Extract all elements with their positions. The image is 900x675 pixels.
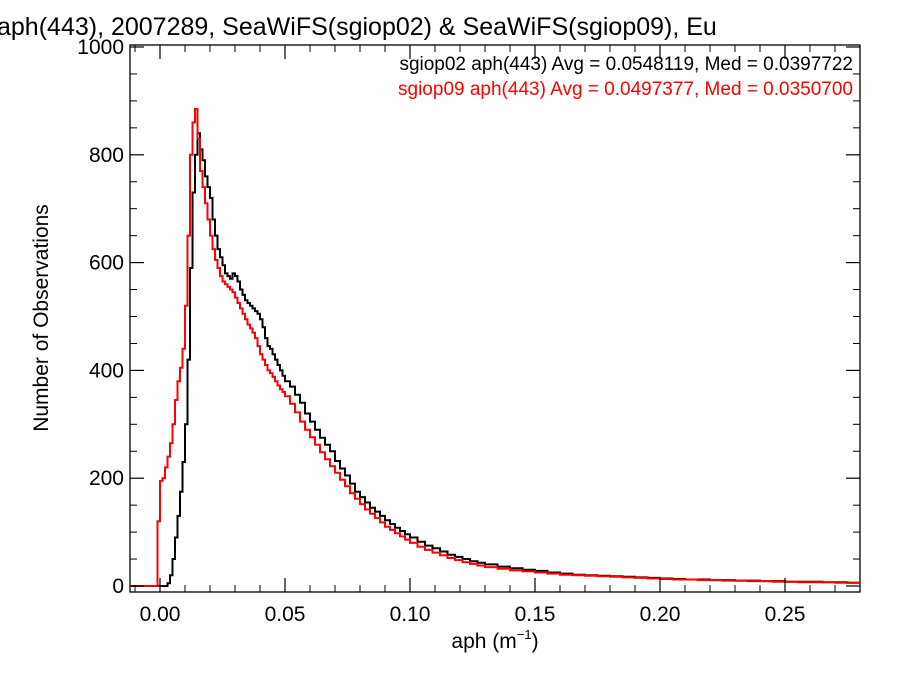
series-line-1 — [130, 132, 860, 587]
y-axis-ticks: 0 200 400 600 800 1000 — [77, 36, 860, 598]
series-line-2 — [130, 108, 860, 587]
x-axis-label-close: ) — [532, 630, 539, 653]
y-tick-label: 800 — [89, 144, 124, 167]
x-tick-label: 0.00 — [140, 603, 181, 626]
y-tick-label: 0 — [112, 575, 124, 598]
x-axis-label-exponent: −1 — [517, 627, 532, 642]
x-tick-label: 0.05 — [265, 603, 306, 626]
x-axis-ticks: 0.00 0.05 0.10 0.15 0.20 0.25 — [134, 45, 836, 626]
y-tick-label: 200 — [89, 467, 124, 490]
x-tick-label: 0.10 — [390, 603, 431, 626]
series-layer — [130, 108, 860, 587]
plot-frame — [129, 44, 861, 593]
y-axis-label: Number of Observations — [30, 204, 53, 432]
legend: sgiop02 aph(443) Avg = 0.0548119, Med = … — [398, 54, 853, 100]
y-tick-label: 400 — [89, 359, 124, 382]
x-tick-label: 0.20 — [640, 603, 681, 626]
legend-entry-1: sgiop02 aph(443) Avg = 0.0548119, Med = … — [399, 54, 853, 75]
x-tick-label: 0.25 — [765, 603, 806, 626]
x-axis-label: aph (m−1) — [451, 627, 538, 653]
y-tick-label: 1000 — [77, 36, 124, 59]
legend-entry-2: sgiop09 aph(443) Avg = 0.0497377, Med = … — [398, 79, 853, 100]
chart-title: aph(443), 2007289, SeaWiFS(sgiop02) & Se… — [0, 13, 717, 41]
x-tick-label: 0.15 — [515, 603, 556, 626]
x-axis-label-base: aph (m — [451, 630, 516, 653]
y-tick-label: 600 — [89, 252, 124, 275]
